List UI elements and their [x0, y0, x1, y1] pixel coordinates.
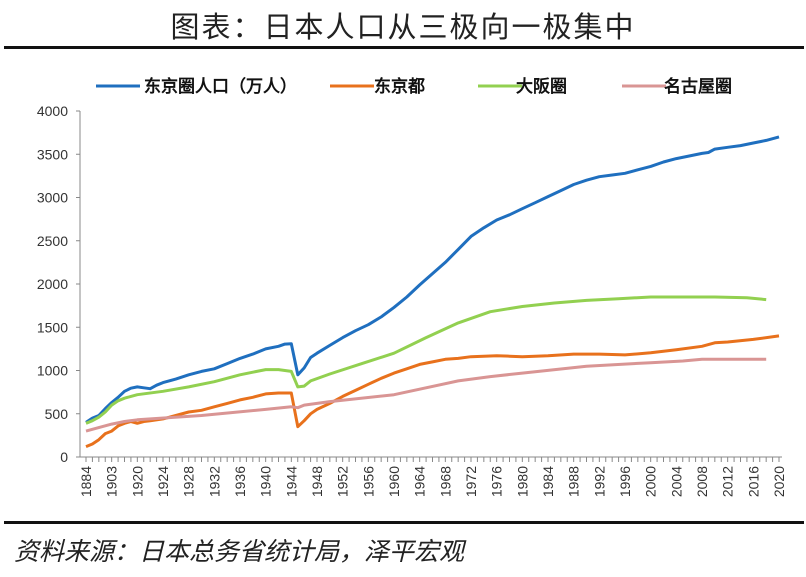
x-tick-label: 1920: [129, 466, 145, 497]
series-line-4: [85, 357, 767, 433]
x-tick-label: 1992: [591, 466, 607, 497]
series-line-2: [85, 334, 780, 448]
x-tick-label: 1932: [206, 466, 222, 497]
x-tick-label: 2016: [745, 466, 761, 497]
x-tick-label: 2008: [694, 466, 710, 497]
y-tick-label: 500: [45, 406, 69, 422]
x-tick-label: 1996: [617, 466, 633, 497]
legend-label: 东京都: [374, 76, 425, 97]
x-tick-label: 1936: [232, 466, 248, 497]
source-note: 资料来源：日本总务省统计局，泽平宏观: [14, 537, 465, 566]
x-tick-label: 2000: [643, 466, 659, 497]
y-tick-label: 3000: [37, 190, 68, 206]
x-tick-label: 1972: [463, 466, 479, 497]
chart-title: 图表：日本人口从三极向一极集中: [170, 10, 636, 44]
x-tick-label: 1952: [335, 466, 351, 497]
series-line-3: [85, 295, 767, 425]
x-tick-label: 1960: [386, 466, 402, 497]
legend-label: 名古屋圈: [664, 76, 732, 97]
y-tick-label: 4000: [37, 103, 68, 119]
x-tick-label: 1948: [309, 466, 325, 497]
x-tick-label: 1976: [489, 466, 505, 497]
x-tick-label: 1956: [360, 466, 376, 497]
legend-label: 大阪圈: [516, 76, 567, 97]
y-tick-label: 2000: [37, 276, 68, 292]
x-tick-label: 1984: [540, 466, 556, 497]
x-tick-label: 1980: [514, 466, 530, 497]
y-tick-label: 0: [60, 449, 68, 465]
y-tick-label: 1500: [37, 319, 68, 335]
x-tick-label: 2020: [771, 466, 787, 497]
x-tick-label: 1964: [412, 466, 428, 497]
x-tick-label: 1924: [155, 466, 171, 497]
y-tick-label: 2500: [37, 233, 68, 249]
series-line-1: [85, 135, 780, 424]
x-tick-label: 1940: [258, 466, 274, 497]
y-tick-label: 3500: [37, 146, 68, 162]
x-tick-label: 2004: [668, 466, 684, 497]
source-divider: [4, 521, 804, 524]
y-tick-label: 1000: [37, 363, 68, 379]
x-tick-label: 1884: [78, 466, 94, 497]
x-tick-label: 1968: [437, 466, 453, 497]
x-tick-label: 1928: [181, 466, 197, 497]
title-divider: [4, 46, 804, 49]
legend-label: 东京圈人口（万人）: [144, 76, 297, 97]
x-tick-label: 1903: [104, 466, 120, 497]
x-tick-label: 2012: [720, 466, 736, 497]
x-tick-label: 1988: [566, 466, 582, 497]
x-tick-label: 1944: [283, 466, 299, 497]
